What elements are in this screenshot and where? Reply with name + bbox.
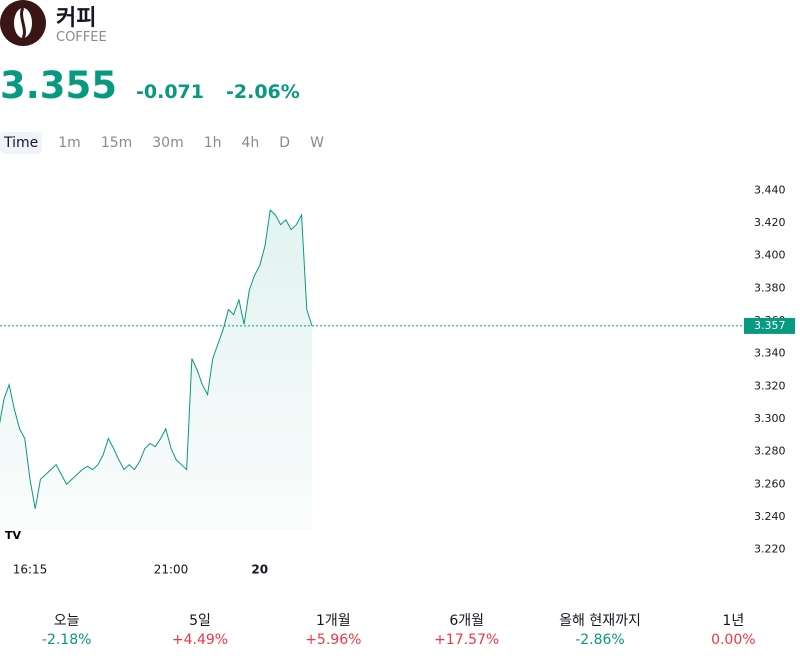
y-tick-label: 3.440 (754, 183, 786, 196)
performance-label: 1년 (722, 613, 745, 629)
performance-item: 5일 +4.49% (133, 610, 266, 648)
timeframe-tab[interactable]: W (310, 135, 324, 151)
timeframe-tab[interactable]: 1m (58, 135, 81, 151)
timeframe-tab[interactable]: 1h (203, 135, 222, 151)
timeframe-tab[interactable]: 4h (241, 135, 260, 151)
change-percent: -2.06% (226, 81, 300, 103)
y-tick-label: 3.320 (754, 379, 786, 392)
performance-item: 올해 현재까지 -2.86% (533, 610, 666, 648)
timeframe-tabs: Time 1m 15m 30m 1h 4h D W (0, 132, 340, 154)
performance-item: 6개월 +17.57% (400, 610, 533, 648)
performance-label: 5일 (189, 613, 211, 629)
symbol-code: COFFEE (56, 30, 107, 45)
x-tick-label: 16:15 (13, 563, 48, 577)
chart: TV 3.4403.4203.4003.3803.3603.3403.3203.… (0, 183, 795, 577)
y-tick-label: 3.380 (754, 281, 786, 294)
y-tick-label: 3.420 (754, 216, 786, 229)
timeframe-tab[interactable]: 30m (152, 135, 184, 151)
performance-label: 오늘 (53, 613, 80, 629)
last-price-box (744, 317, 795, 334)
performance-label: 올해 현재까지 (559, 613, 641, 629)
performance-value: -2.86% (575, 632, 625, 648)
y-tick-label: 3.300 (754, 412, 786, 425)
logo (0, 0, 46, 46)
performance-value: +17.57% (434, 632, 500, 648)
x-tick-label: 20 (251, 563, 268, 577)
change: -0.071 (136, 81, 204, 103)
price: 3.355 (0, 64, 118, 107)
symbol-name: 커피 (56, 6, 97, 31)
timeframe-tab[interactable]: D (279, 135, 291, 151)
svg-text:TV: TV (5, 529, 22, 542)
performance-label: 6개월 (449, 613, 484, 629)
area (0, 210, 312, 530)
performance-value: 0.00% (711, 632, 756, 648)
x-tick-label: 21:00 (154, 563, 189, 577)
timeframe-tab[interactable]: 15m (100, 135, 133, 151)
timeframe-tab[interactable]: Time (0, 132, 43, 154)
y-tick-label: 3.240 (754, 510, 786, 523)
performance-value: +4.49% (171, 632, 229, 648)
performance: 오늘 -2.18% 5일 +4.49% 1개월 +5.96% 6개월 +17.57% 올해 현재… (0, 610, 800, 648)
y-tick-label: 3.260 (754, 477, 786, 490)
performance-item: 1년 0.00% (667, 610, 800, 648)
performance-value: -2.18% (41, 632, 92, 648)
y-tick-label: 3.400 (754, 249, 786, 262)
y-tick-label: 3.340 (754, 347, 786, 360)
price-line (0, 208, 313, 509)
y-tick-label: 3.220 (754, 543, 786, 556)
performance-value: +5.96% (305, 632, 362, 648)
performance-item: 1개월 +5.96% (267, 610, 400, 648)
y-tick-label: 3.280 (754, 445, 786, 458)
performance-item: 오늘 -2.18% (0, 610, 133, 648)
performance-label: 1개월 (315, 613, 351, 629)
last-price-label: 3.357 (754, 319, 786, 332)
